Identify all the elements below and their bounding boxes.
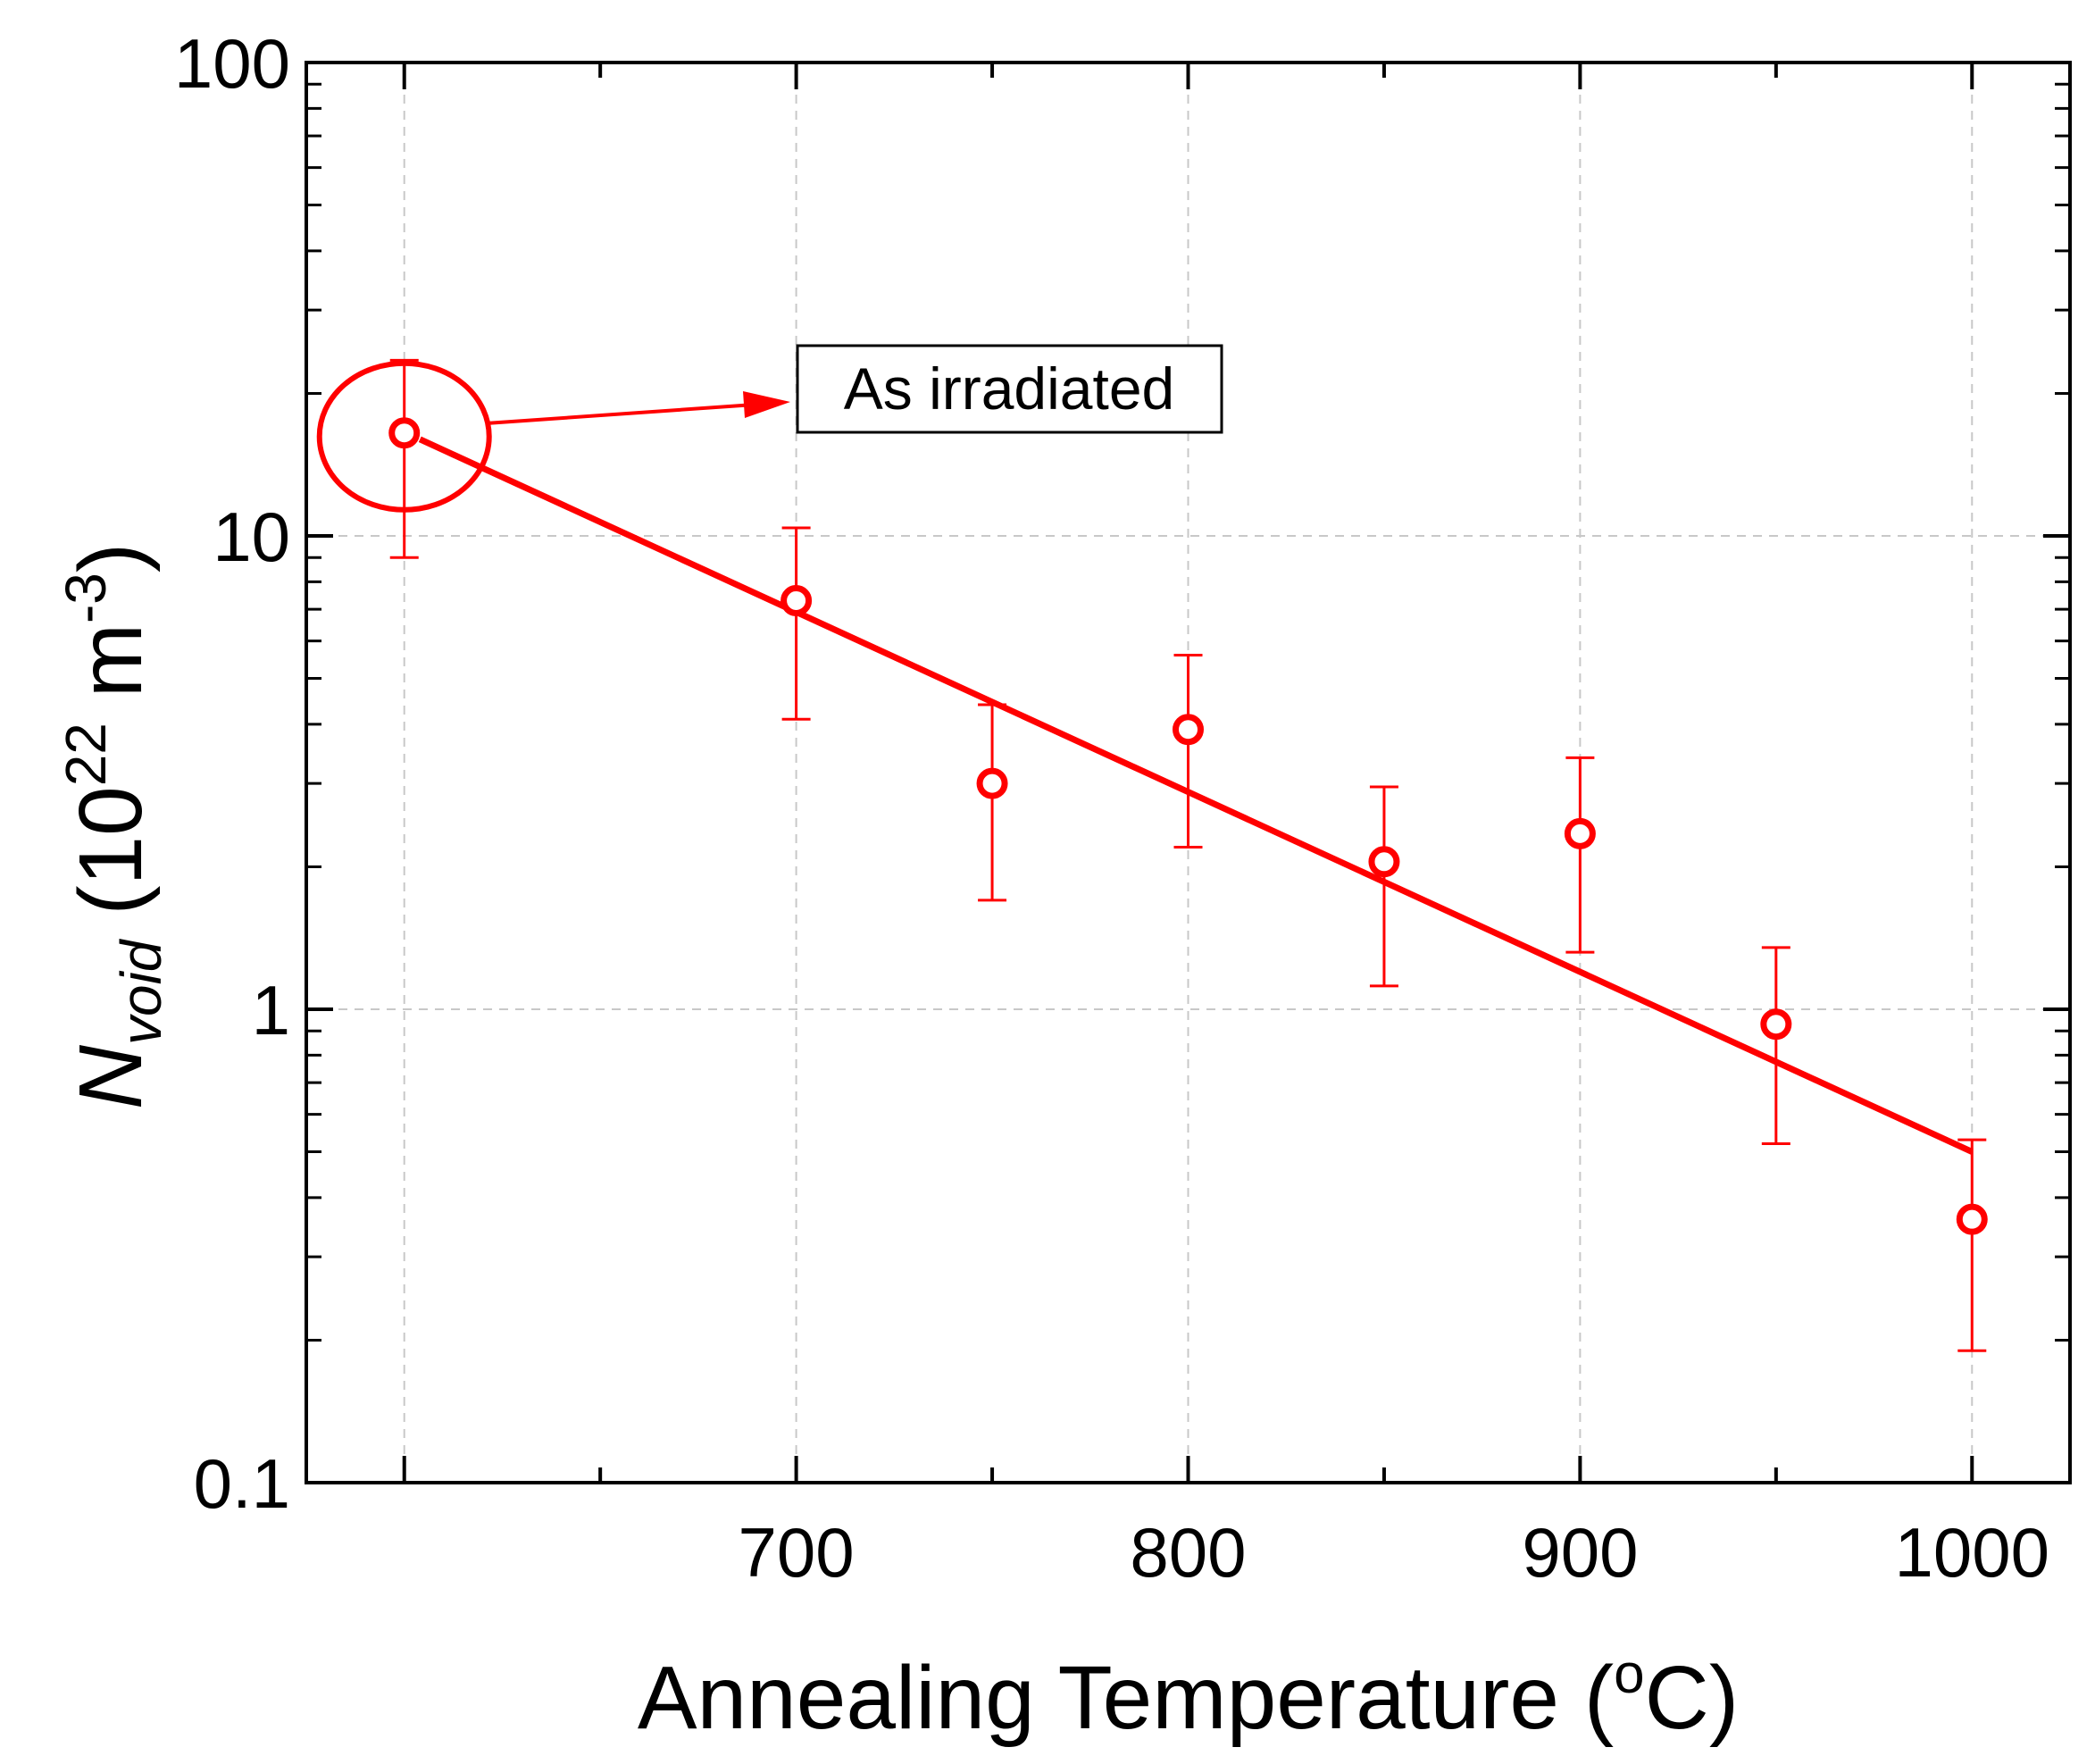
x-tick-label: 1000	[1895, 1513, 2050, 1592]
highlight-ellipse	[316, 360, 492, 513]
data-point	[388, 417, 421, 449]
x-axis-title-suffix: C)	[1645, 1648, 1740, 1748]
annotation: As irradiated	[316, 344, 1223, 513]
y-axis-title-exponent: 22	[54, 723, 118, 786]
data-point	[1173, 714, 1204, 746]
annotation-arrow-line	[488, 403, 755, 425]
y-tick-label: 100	[174, 24, 290, 103]
fit-line	[418, 436, 1974, 1155]
error-bars	[389, 358, 1987, 1352]
x-axis-title-degree: o	[1614, 1643, 1644, 1705]
annotation-box	[796, 344, 1223, 434]
x-axis-title-prefix: Annealing Temperature (	[638, 1648, 1614, 1748]
data-point	[976, 767, 1008, 799]
annotation-label: As irradiated	[844, 355, 1175, 422]
x-tick-label: 800	[1130, 1513, 1246, 1592]
data-point	[1956, 1203, 1988, 1235]
y-axis-title-symbol: N	[61, 1044, 161, 1109]
x-axis-ticks: 700 800 900 1000	[402, 63, 2050, 1592]
x-tick-label: 900	[1522, 1513, 1638, 1592]
y-axis-title-unit-open: (10	[61, 786, 161, 940]
y-tick-label: 10	[213, 497, 290, 576]
y-axis-title: Nvoid (1022 m-3)	[54, 543, 173, 1109]
data-point	[1760, 1008, 1792, 1041]
data-point	[1564, 817, 1596, 849]
x-axis-title: Annealing Temperature (oC)	[638, 1643, 1739, 1748]
fit-line-segment	[418, 436, 1974, 1155]
y-axis-title-subscript: void	[109, 938, 173, 1045]
y-tick-label: 0.1	[194, 1444, 290, 1523]
y-axis-title-unit-close: )	[61, 543, 161, 573]
y-tick-label: 1	[252, 971, 290, 1049]
x-tick-label: 700	[739, 1513, 855, 1592]
data-point	[1368, 846, 1400, 878]
y-axis-ticks: 0.1 1 10 100	[174, 24, 2070, 1523]
y-axis-title-exponent-2: -3	[54, 573, 118, 623]
data-points	[388, 417, 1988, 1235]
data-point	[780, 584, 813, 616]
y-axis-title-unit: m	[61, 623, 161, 723]
annotation-arrowhead	[743, 391, 790, 418]
